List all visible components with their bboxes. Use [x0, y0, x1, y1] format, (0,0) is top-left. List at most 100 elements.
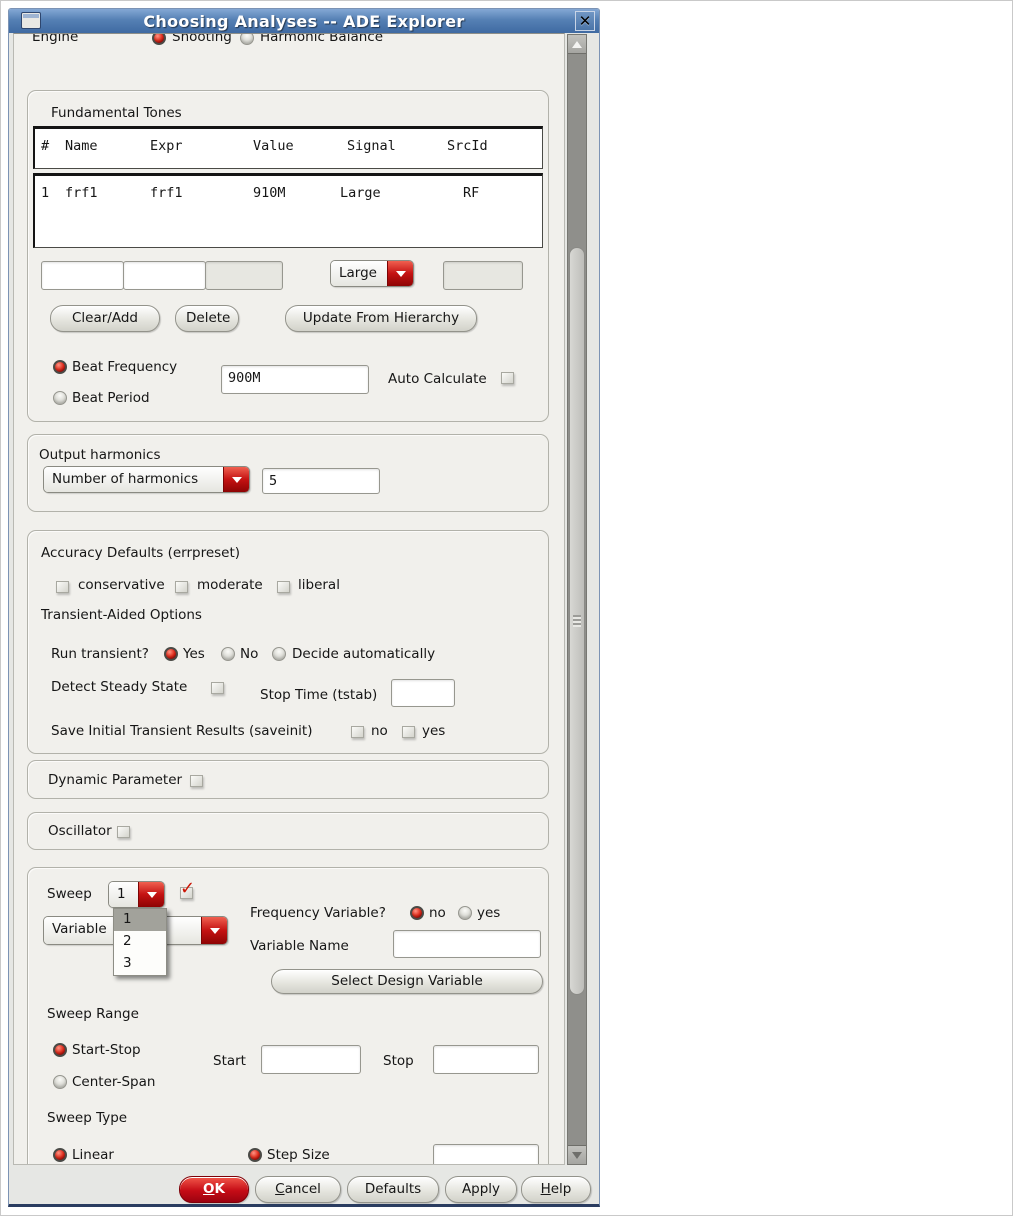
step-size-label: Step Size	[267, 1147, 330, 1163]
tones-table-body: 1 frf1 frf1 910M Large RF	[33, 173, 543, 248]
delete-button[interactable]: Delete	[175, 305, 239, 332]
harmonics-mode-value: Number of harmonics	[44, 467, 223, 492]
saveinit-no-checkbox[interactable]	[351, 726, 364, 738]
sweep-count-value: 1	[109, 882, 138, 907]
sweep-type-title: Sweep Type	[47, 1110, 128, 1126]
variable-name-input[interactable]	[393, 930, 541, 958]
tone-value-field	[205, 261, 283, 290]
sweep-enable-checkbox[interactable]: ✓	[180, 878, 195, 899]
linear-label: Linear	[72, 1147, 114, 1163]
close-icon[interactable]: ✕	[575, 11, 595, 31]
stop-input[interactable]	[433, 1045, 539, 1074]
auto-calculate-checkbox[interactable]	[501, 372, 514, 384]
moderate-checkbox[interactable]	[175, 581, 188, 593]
update-from-hierarchy-button[interactable]: Update From Hierarchy	[285, 305, 477, 332]
step-size-radio[interactable]	[248, 1148, 262, 1162]
row-expr: frf1	[150, 185, 183, 201]
col-signal: Signal	[347, 138, 396, 154]
tone-name-input[interactable]	[41, 261, 124, 290]
select-design-variable-button[interactable]: Select Design Variable	[271, 969, 543, 994]
oscillator-label: Oscillator	[48, 823, 112, 839]
beat-frequency-input[interactable]: 900M	[221, 365, 369, 394]
chevron-down-icon[interactable]	[138, 882, 164, 907]
vertical-scrollbar[interactable]	[567, 34, 587, 1165]
run-transient-yes-radio[interactable]	[164, 647, 178, 661]
engine-label: Engine	[32, 33, 79, 45]
cancel-button[interactable]: Cancel	[255, 1176, 341, 1203]
defaults-button[interactable]: Defaults	[347, 1176, 439, 1203]
run-transient-no-radio[interactable]	[221, 647, 235, 661]
menu-item-3[interactable]: 3	[123, 955, 132, 971]
beat-frequency-radio[interactable]	[53, 360, 67, 374]
scrollbar-grip	[573, 615, 581, 627]
col-value: Value	[253, 138, 294, 154]
center-span-radio[interactable]	[53, 1075, 67, 1089]
apply-button[interactable]: Apply	[445, 1176, 517, 1203]
start-input[interactable]	[261, 1045, 361, 1074]
tone-expr-input[interactable]	[123, 261, 206, 290]
moderate-label: moderate	[197, 577, 263, 593]
start-stop-radio[interactable]	[53, 1043, 67, 1057]
harmonics-count-input[interactable]: 5	[262, 468, 380, 494]
conservative-label: conservative	[78, 577, 165, 593]
oscillator-group: Oscillator	[27, 812, 549, 850]
saveinit-no-label: no	[371, 723, 388, 739]
engine-shooting-radio[interactable]	[152, 34, 166, 45]
signal-combo[interactable]: Large	[330, 260, 414, 287]
help-button[interactable]: Help	[521, 1176, 591, 1203]
dialog-window: Choosing Analyses -- ADE Explorer ✕ Engi…	[8, 8, 600, 1207]
stop-label: Stop	[383, 1053, 414, 1069]
linear-radio[interactable]	[53, 1148, 67, 1162]
row-value: 910M	[253, 185, 286, 201]
chevron-down-icon[interactable]	[387, 261, 413, 286]
harmonics-mode-combo[interactable]: Number of harmonics	[43, 466, 250, 493]
scroll-down-icon[interactable]	[568, 1145, 586, 1164]
sweep-group: Sweep 1 ✓ Variable 1 2 3 Frequency Varia…	[27, 867, 549, 1164]
liberal-checkbox[interactable]	[277, 581, 290, 593]
scroll-up-icon[interactable]	[568, 35, 586, 54]
sweep-count-combo[interactable]: 1	[108, 881, 165, 908]
engine-harmonic-balance-label: Harmonic Balance	[260, 33, 384, 45]
beat-frequency-label: Beat Frequency	[72, 359, 178, 375]
dynamic-parameter-label: Dynamic Parameter	[48, 772, 183, 788]
scrollbar-thumb[interactable]	[569, 247, 585, 995]
sweep-label: Sweep	[47, 886, 92, 902]
menu-item-1[interactable]: 1	[114, 909, 166, 931]
srcid-field	[443, 261, 523, 290]
frequency-variable-yes-radio[interactable]	[458, 906, 472, 920]
frequency-variable-yes-label: yes	[477, 905, 501, 921]
oscillator-checkbox[interactable]	[117, 826, 130, 838]
beat-period-radio[interactable]	[53, 391, 67, 405]
titlebar[interactable]: Choosing Analyses -- ADE Explorer ✕	[9, 9, 599, 33]
run-transient-label: Run transient?	[51, 646, 149, 662]
liberal-label: liberal	[298, 577, 340, 593]
fundamental-tones-group: Fundamental Tones # Name Expr Value Sign…	[27, 90, 549, 422]
col-name: Name	[65, 138, 98, 154]
conservative-checkbox[interactable]	[56, 581, 69, 593]
engine-harmonic-balance-radio[interactable]	[240, 34, 254, 45]
stop-time-input[interactable]	[391, 679, 455, 707]
detect-steady-checkbox[interactable]	[211, 682, 224, 694]
frequency-variable-no-label: no	[429, 905, 446, 921]
dynamic-parameter-checkbox[interactable]	[190, 775, 203, 787]
ok-button[interactable]: OK	[179, 1176, 249, 1203]
step-size-input[interactable]	[433, 1144, 539, 1164]
chevron-down-icon[interactable]	[223, 467, 249, 492]
row-name: frf1	[65, 185, 98, 201]
saveinit-yes-checkbox[interactable]	[402, 726, 415, 738]
saveinit-label: Save Initial Transient Results (saveinit…	[51, 723, 313, 739]
accuracy-title: Accuracy Defaults (errpreset)	[41, 545, 241, 561]
chevron-down-icon[interactable]	[201, 917, 227, 944]
clear-add-button[interactable]: Clear/Add	[50, 305, 160, 332]
output-harmonics-group: Output harmonics Number of harmonics 5	[27, 434, 549, 512]
sweep-range-title: Sweep Range	[47, 1006, 139, 1022]
output-harmonics-title: Output harmonics	[39, 447, 161, 463]
run-transient-auto-radio[interactable]	[272, 647, 286, 661]
col-expr: Expr	[150, 138, 183, 154]
window-menu-icon[interactable]	[21, 12, 41, 29]
menu-item-2[interactable]: 2	[123, 933, 132, 949]
frequency-variable-no-radio[interactable]	[410, 906, 424, 920]
dynamic-parameter-group: Dynamic Parameter	[27, 760, 549, 799]
row-signal: Large	[340, 185, 381, 201]
